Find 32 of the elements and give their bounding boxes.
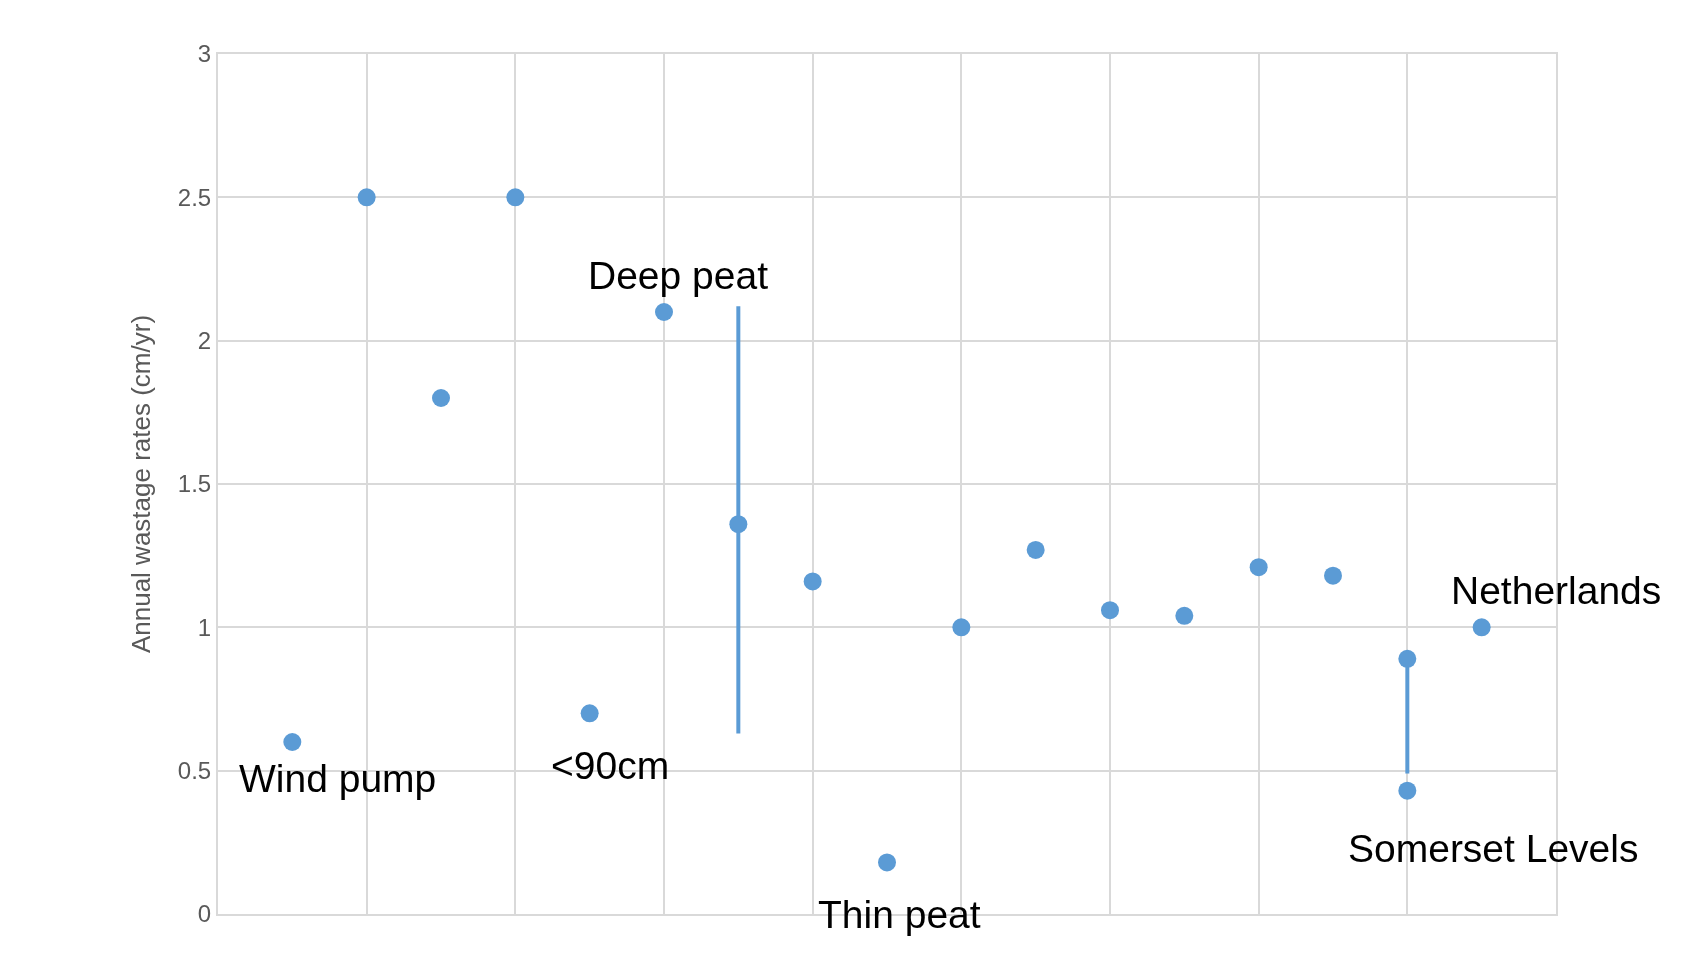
- annotation: Netherlands: [1451, 569, 1662, 612]
- point: [1249, 558, 1268, 577]
- point: [1324, 566, 1342, 585]
- point: [878, 853, 896, 872]
- y-tick-label: 1.5: [177, 470, 212, 498]
- point: [1175, 606, 1194, 625]
- point: [1026, 540, 1045, 559]
- point: [432, 389, 450, 407]
- point: [580, 704, 599, 723]
- y-tick-label: 0: [197, 900, 212, 928]
- point: [803, 572, 822, 591]
- annotation: Wind pump: [239, 757, 437, 800]
- point: [506, 188, 525, 207]
- y-tick-label: 0.5: [177, 757, 212, 785]
- point: [952, 618, 971, 637]
- y-tick-label: 2: [197, 327, 212, 355]
- annotation: Thin peat: [818, 893, 981, 936]
- point: [655, 303, 673, 321]
- point: [1472, 618, 1491, 637]
- y-axis-title: Annual wastage rates (cm/yr): [125, 314, 156, 654]
- annotation: Deep peat: [588, 254, 769, 297]
- point: [283, 733, 302, 751]
- point: [1101, 601, 1119, 620]
- y-tick-label: 1: [197, 613, 212, 641]
- y-tick-label: 3: [197, 40, 212, 68]
- annotation: <90cm: [551, 744, 670, 787]
- y-tick-label: 2.5: [177, 183, 212, 211]
- point: [729, 515, 748, 534]
- point: [1398, 781, 1417, 800]
- annotation: Somerset Levels: [1348, 827, 1639, 870]
- point: [357, 188, 376, 207]
- point: [1398, 649, 1417, 668]
